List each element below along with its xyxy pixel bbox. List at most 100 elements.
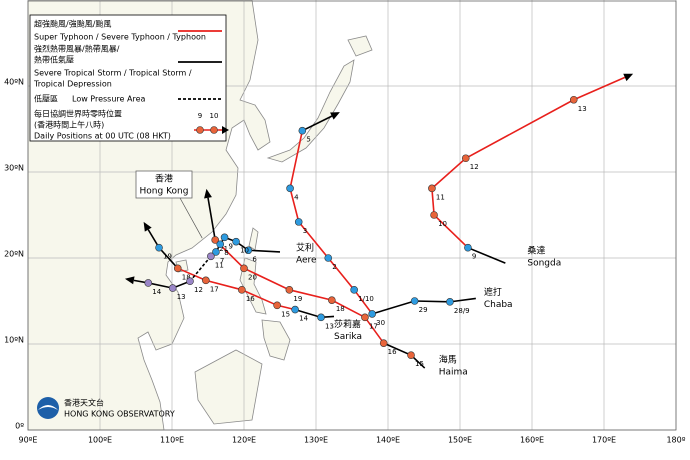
track-segment bbox=[133, 279, 191, 289]
daily-position bbox=[368, 310, 376, 318]
day-label: 20 bbox=[248, 273, 257, 281]
storm-name-en: Aere bbox=[296, 255, 317, 265]
daily-position bbox=[186, 277, 194, 286]
daily-position bbox=[461, 154, 470, 163]
lon-tick-label: 180º bbox=[666, 436, 685, 445]
daily-position bbox=[428, 184, 436, 193]
day-label: 10 bbox=[438, 220, 447, 228]
logo-en: HONG KONG OBSERVATORY bbox=[64, 410, 175, 419]
daily-position bbox=[569, 95, 578, 104]
legend-zh: 熱帶低氣壓 bbox=[34, 55, 74, 65]
daily-position bbox=[291, 305, 299, 314]
day-label: 8 bbox=[224, 249, 228, 257]
japan bbox=[266, 59, 355, 163]
logo-zh: 香港天文台 bbox=[64, 398, 104, 408]
logo-emblem bbox=[37, 397, 59, 419]
legend-zh: 每日協調世界時零時位置 bbox=[34, 109, 122, 119]
philippines-south bbox=[261, 319, 291, 361]
hong-kong-pointer bbox=[179, 197, 203, 239]
daily-position bbox=[324, 254, 333, 262]
legend-sample-day: 9 bbox=[198, 112, 202, 120]
tracks: 9 10 11 12 13 桑達 Songda 28/9 29 30 1/10 2 3 4 5 遮打 Chaba… bbox=[124, 73, 634, 378]
daily-position bbox=[294, 218, 303, 226]
storm-name-zh: 艾利 bbox=[296, 241, 314, 253]
storm-name-en: Chaba bbox=[484, 300, 513, 310]
day-label: 13 bbox=[578, 105, 587, 113]
storm-name-zh: 莎莉嘉 bbox=[334, 318, 361, 330]
legend-en: Daily Positions at 00 UTC (08 HKT) bbox=[34, 132, 171, 141]
daily-position bbox=[168, 284, 177, 292]
borneo bbox=[194, 349, 263, 425]
lon-tick-label: 170ºE bbox=[592, 436, 616, 445]
daily-position bbox=[328, 296, 336, 304]
day-label: 19 bbox=[163, 253, 172, 261]
track-segment bbox=[189, 255, 212, 282]
legend-zh: (香港時間上午八時) bbox=[34, 120, 104, 130]
day-label: 5 bbox=[306, 136, 310, 144]
day-label: 17 bbox=[210, 285, 219, 293]
day-label: 2 bbox=[332, 263, 336, 271]
day-label: 14 bbox=[152, 288, 161, 296]
track-arrowhead bbox=[143, 221, 152, 232]
storm-name-en: Songda bbox=[527, 259, 561, 269]
lat-tick-label: 0º bbox=[15, 422, 24, 431]
daily-position bbox=[244, 246, 253, 255]
day-label: 29 bbox=[419, 306, 428, 314]
legend-zh: 強烈熱帶風暴/熱帶風暴/ bbox=[34, 44, 120, 54]
storm-name-en: Haima bbox=[439, 368, 468, 378]
lon-tick-label: 130ºE bbox=[304, 436, 328, 445]
day-label: 18 bbox=[336, 305, 345, 313]
legend-sample-day: 10 bbox=[210, 112, 219, 120]
legend-en: Super Typhoon / Severe Typhoon / Typhoon bbox=[34, 33, 206, 42]
day-label: 11 bbox=[215, 261, 224, 269]
daily-position bbox=[317, 313, 325, 322]
track-arrowhead bbox=[124, 276, 135, 285]
lon-tick-label: 90ºE bbox=[18, 436, 37, 445]
lon-tick-label: 150ºE bbox=[448, 436, 472, 445]
daily-position bbox=[232, 237, 240, 246]
daily-position bbox=[410, 297, 419, 305]
day-label: 9 bbox=[472, 253, 476, 261]
track-arrowhead bbox=[204, 188, 212, 199]
track-arrowhead bbox=[330, 112, 340, 120]
daily-position bbox=[298, 126, 307, 135]
day-label: 10 bbox=[240, 247, 249, 255]
hong-kong-en: Hong Kong bbox=[140, 187, 189, 197]
track-segment bbox=[431, 76, 626, 249]
daily-position bbox=[238, 286, 246, 294]
day-label: 15 bbox=[281, 310, 290, 318]
daily-position bbox=[220, 233, 229, 242]
day-label: 11 bbox=[436, 193, 445, 201]
hong-kong-box bbox=[135, 170, 193, 199]
legend-en: Tropical Depression bbox=[33, 80, 112, 89]
daily-position bbox=[273, 301, 281, 310]
lat-tick-label: 40ºN bbox=[4, 78, 24, 87]
luzon bbox=[239, 257, 267, 315]
logo-wave bbox=[38, 405, 58, 410]
storm-name-zh: 海馬 bbox=[439, 354, 457, 366]
day-label: 16 bbox=[246, 295, 255, 303]
storm-name-zh: 遮打 bbox=[484, 286, 502, 298]
daily-position bbox=[202, 276, 210, 285]
day-label: 18 bbox=[182, 273, 191, 281]
lon-tick-label: 120ºE bbox=[232, 436, 256, 445]
daily-position bbox=[144, 279, 153, 287]
daily-position bbox=[216, 240, 225, 249]
day-label: 14 bbox=[299, 315, 308, 323]
day-label: 21 bbox=[219, 245, 228, 253]
legend-en: Severe Tropical Storm / Tropical Storm / bbox=[34, 69, 192, 78]
daily-position bbox=[286, 184, 294, 193]
track-segment bbox=[301, 115, 333, 132]
track-segment bbox=[371, 297, 476, 315]
day-label: 7 bbox=[220, 257, 224, 265]
day-label: 13 bbox=[325, 322, 334, 330]
day-label: 12 bbox=[194, 286, 203, 294]
daily-position bbox=[464, 243, 472, 252]
day-label: 4 bbox=[294, 193, 299, 201]
day-label: 9 bbox=[229, 242, 233, 250]
daily-position bbox=[361, 313, 369, 322]
daily-position bbox=[155, 243, 163, 252]
legend-sample-marker bbox=[210, 126, 218, 134]
legend-box bbox=[29, 14, 227, 142]
daily-position bbox=[430, 211, 438, 219]
